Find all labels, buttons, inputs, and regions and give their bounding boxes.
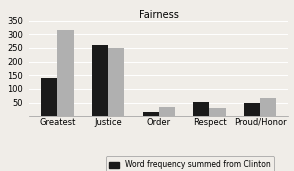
Bar (57, 30, 74, 116)
Bar (209, 108, 226, 116)
Title: Fairness: Fairness (139, 10, 179, 20)
Bar (143, 112, 159, 116)
Bar (159, 107, 175, 116)
Bar (108, 48, 124, 116)
Bar (92, 45, 108, 116)
Bar (260, 98, 276, 116)
Legend: Word frequency summed from Clinton, Word frequency summed from Trump: Word frequency summed from Clinton, Word… (106, 156, 274, 171)
Bar (244, 103, 260, 116)
Bar (41, 78, 57, 116)
Bar (193, 102, 209, 116)
